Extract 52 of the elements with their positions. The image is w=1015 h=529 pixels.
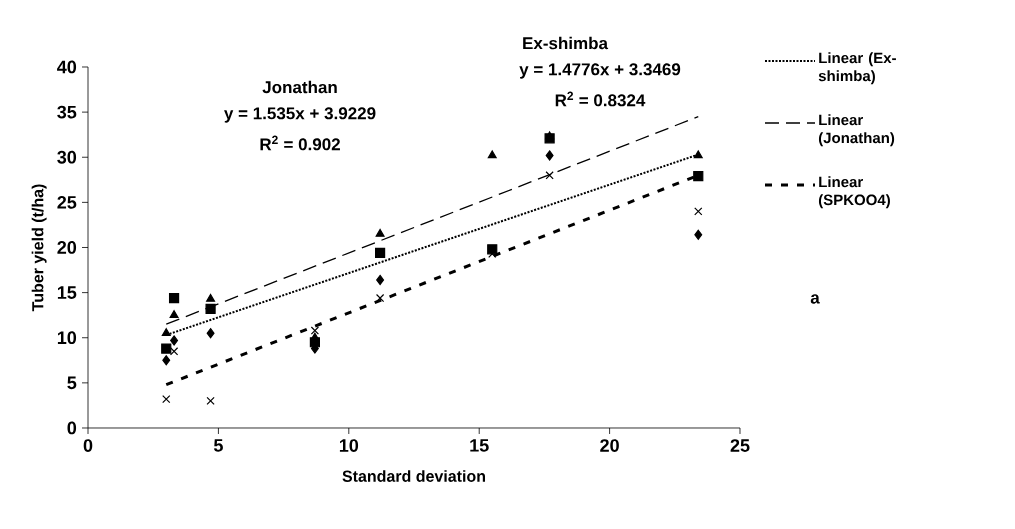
annotation: R$^{2}$ = 0.8324 [555, 91, 646, 107]
legend-label: Linear (Jonathan) [818, 114, 895, 147]
text: Ex-shimba [523, 36, 609, 50]
point [169, 347, 179, 356]
point [310, 326, 320, 335]
point [693, 171, 704, 182]
x-tick-label: 20 [600, 439, 619, 452]
point [205, 303, 216, 314]
point [375, 247, 386, 259]
y-tick-label: 25 [57, 195, 77, 209]
point [545, 150, 554, 161]
point [161, 328, 171, 337]
point [170, 335, 179, 346]
y-tick-label: 15 [57, 286, 77, 299]
x-axis-title: Standard deviation [342, 470, 486, 482]
y-tick-label: 0 [67, 421, 77, 435]
y-tick-label: 20 [57, 241, 77, 254]
x-tick-label: 10 [339, 439, 359, 452]
legend-label: Linear (Ex-shimba) [818, 52, 896, 85]
point [162, 355, 171, 366]
point [206, 396, 215, 406]
legend-label: Linear (SPKOO4) [818, 176, 890, 209]
x-tick-label: 5 [213, 439, 223, 452]
point [162, 394, 171, 404]
x-tick-label: 15 [470, 439, 489, 452]
point [206, 293, 216, 302]
point [487, 150, 497, 159]
y-tick-label: 30 [57, 150, 77, 164]
point [545, 131, 555, 140]
point [169, 310, 179, 319]
point [694, 207, 703, 216]
point [545, 171, 554, 180]
y-tick-label: 40 [57, 60, 77, 74]
y-tick-label: 10 [57, 331, 77, 345]
annotation: Jonathan [262, 80, 337, 94]
point [168, 292, 180, 304]
point [694, 229, 703, 240]
point [375, 228, 385, 237]
point [375, 293, 385, 303]
annotation: y = 1.4776x + 3.3469 [519, 63, 681, 79]
y-axis-title: Tuber yield (t/ha) [31, 184, 47, 312]
point [376, 274, 385, 286]
point [206, 328, 215, 339]
text: a [810, 294, 820, 304]
y-tick-label: 35 [57, 105, 77, 119]
x-tick-label: 0 [83, 439, 93, 452]
annotation: y = 1.535x + 3.9229 [224, 107, 376, 123]
x-tick-label: 25 [730, 439, 750, 452]
annotation: R$^{2}$ = 0.902 [260, 135, 340, 151]
point [693, 150, 703, 159]
y-tick-label: 5 [67, 376, 77, 390]
point [161, 343, 172, 354]
